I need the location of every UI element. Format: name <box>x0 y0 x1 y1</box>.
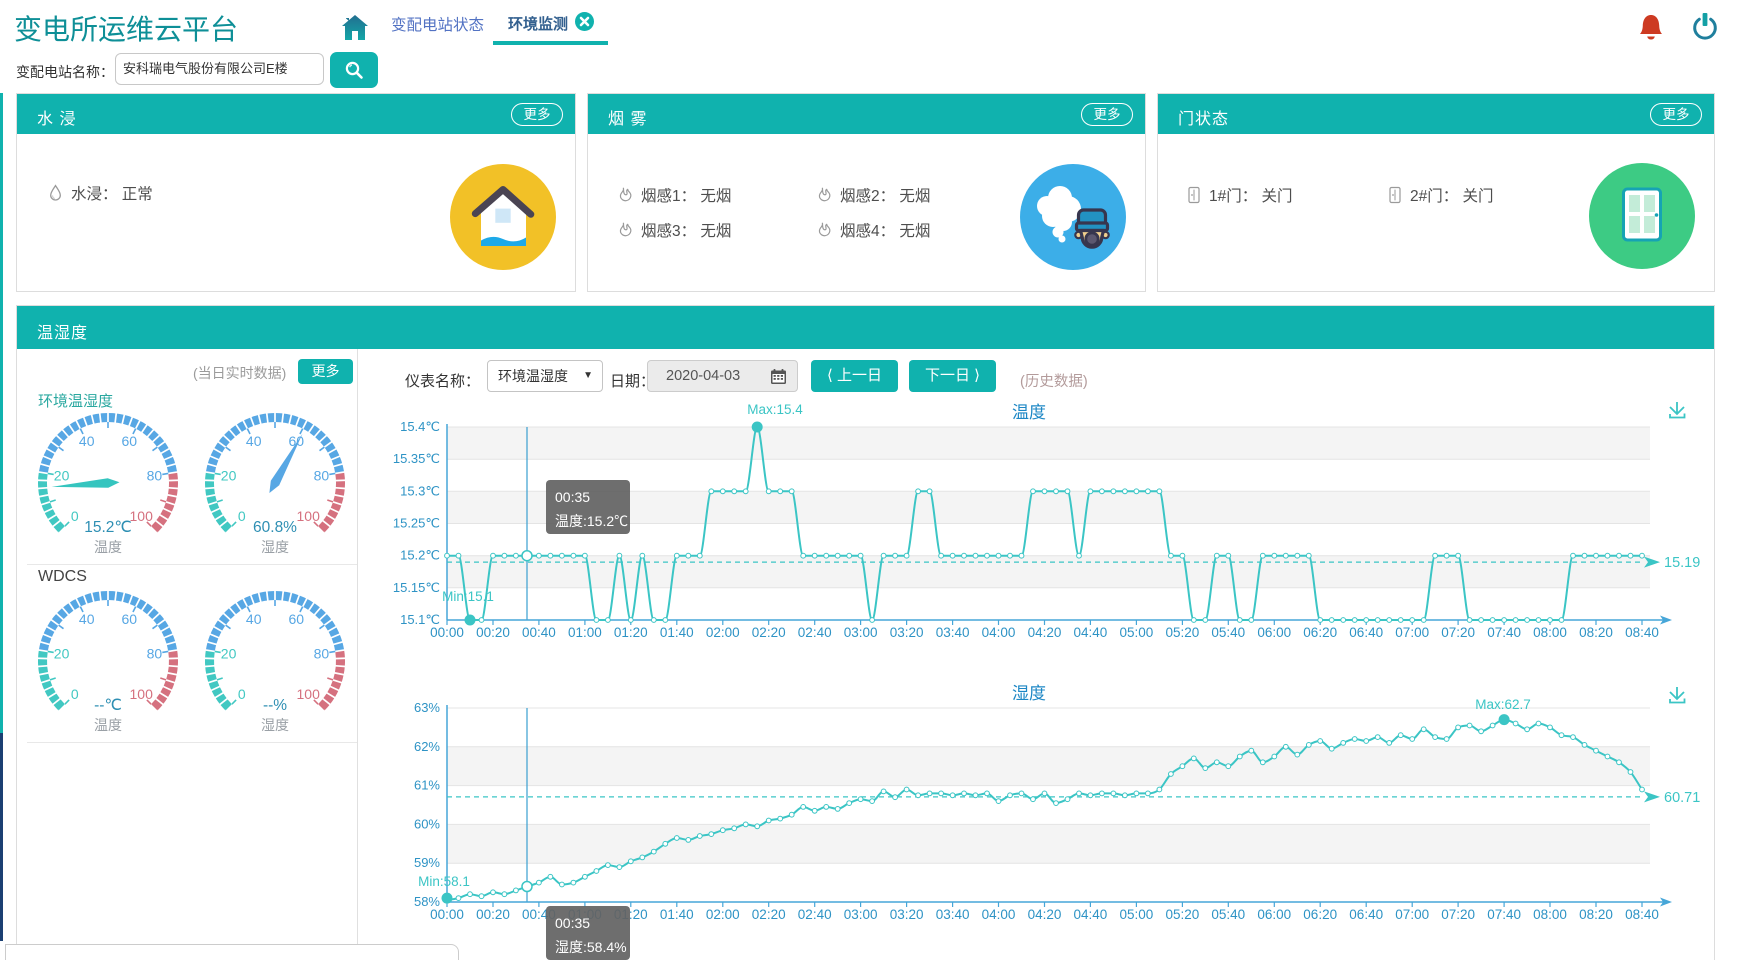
svg-text:--℃: --℃ <box>94 697 122 714</box>
svg-text:80: 80 <box>314 468 330 484</box>
svg-text:60: 60 <box>122 611 138 627</box>
svg-text:0: 0 <box>71 686 79 702</box>
svg-text:100: 100 <box>297 686 321 702</box>
svg-text:80: 80 <box>314 646 330 662</box>
svg-text:温度: 温度 <box>94 539 122 555</box>
svg-text:15.2℃: 15.2℃ <box>84 519 132 536</box>
svg-text:100: 100 <box>130 508 154 524</box>
svg-text:100: 100 <box>130 686 154 702</box>
svg-text:40: 40 <box>79 433 95 449</box>
svg-text:0: 0 <box>238 686 246 702</box>
svg-text:40: 40 <box>246 433 262 449</box>
svg-text:60.8%: 60.8% <box>253 519 297 536</box>
svg-text:100: 100 <box>297 508 321 524</box>
svg-text:20: 20 <box>221 646 237 662</box>
svg-text:温度: 温度 <box>94 717 122 733</box>
svg-text:20: 20 <box>221 468 237 484</box>
svg-text:湿度: 湿度 <box>261 539 289 555</box>
svg-text:60: 60 <box>289 611 305 627</box>
svg-text:湿度: 湿度 <box>261 717 289 733</box>
svg-text:40: 40 <box>246 611 262 627</box>
svg-text:60: 60 <box>122 433 138 449</box>
svg-text:80: 80 <box>147 468 163 484</box>
svg-text:80: 80 <box>147 646 163 662</box>
svg-text:--%: --% <box>263 697 287 714</box>
svg-text:20: 20 <box>54 646 70 662</box>
svg-text:40: 40 <box>79 611 95 627</box>
svg-text:0: 0 <box>71 508 79 524</box>
svg-text:0: 0 <box>238 508 246 524</box>
svg-text:20: 20 <box>54 468 70 484</box>
